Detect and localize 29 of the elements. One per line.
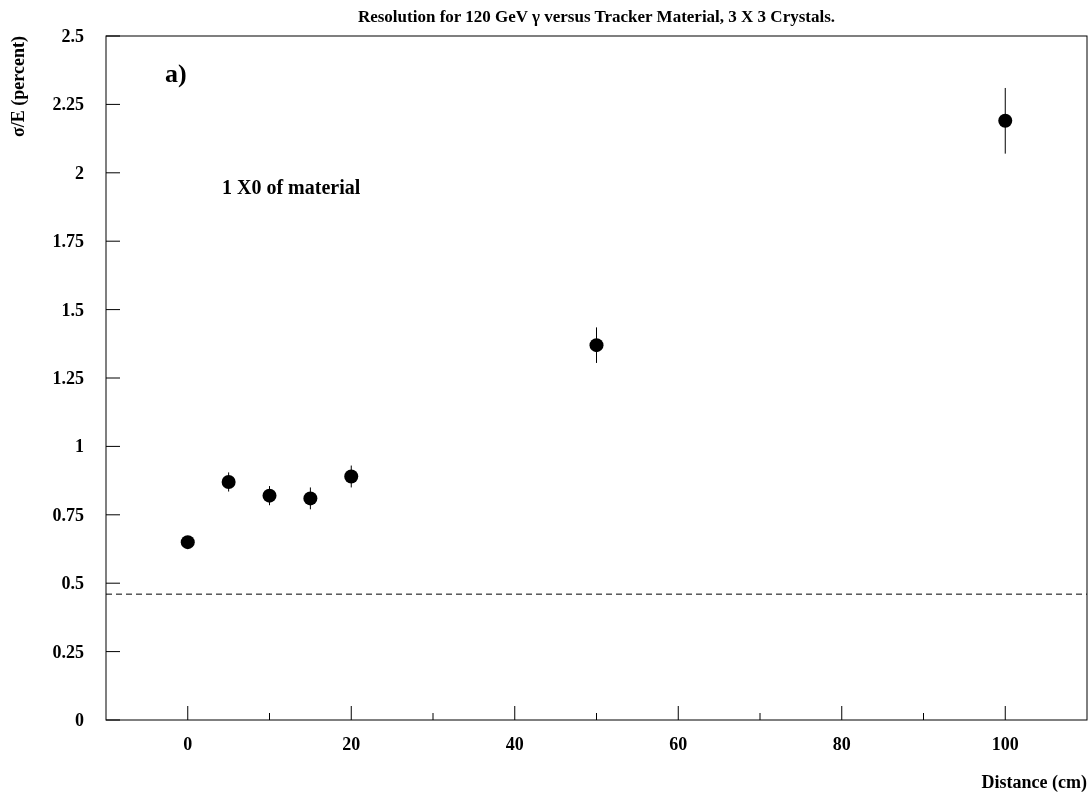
y-tick-label: 1.5 [61, 299, 84, 320]
point [344, 469, 359, 484]
y-tick-label: 1 [75, 436, 84, 457]
point [221, 474, 236, 489]
point [262, 488, 277, 503]
x-tick-label: 0 [183, 734, 193, 754]
point [180, 535, 195, 550]
y-tick-label: 0.5 [61, 573, 84, 594]
y-tick-label: 2 [75, 162, 84, 183]
y-axis-title: σ/E (percent) [8, 36, 29, 137]
annotation: 1 X0 of material [222, 176, 361, 198]
y-tick-label: 0.25 [52, 641, 84, 662]
annotation: a) [165, 59, 187, 88]
chart-title: Resolution for 120 GeV γ versus Tracker Material, 3 X 3 Crystals. [357, 7, 836, 26]
point [998, 113, 1013, 128]
x-tick-label: 40 [505, 734, 524, 754]
y-tick-label: 2.5 [61, 26, 84, 46]
x-tick-label: 60 [669, 734, 688, 754]
point [589, 338, 604, 353]
x-tick-label: 20 [342, 734, 361, 754]
point [303, 491, 318, 506]
y-tick-label: 0 [75, 710, 84, 730]
y-tick-label: 0.75 [52, 504, 84, 525]
x-tick-label: 100 [991, 734, 1019, 754]
x-axis-title: Distance (cm) [981, 772, 1087, 793]
y-tick-label: 1.75 [52, 231, 84, 252]
y-tick-label: 2.25 [52, 94, 84, 115]
x-tick-label: 80 [832, 734, 851, 754]
y-tick-label: 1.25 [52, 368, 84, 388]
